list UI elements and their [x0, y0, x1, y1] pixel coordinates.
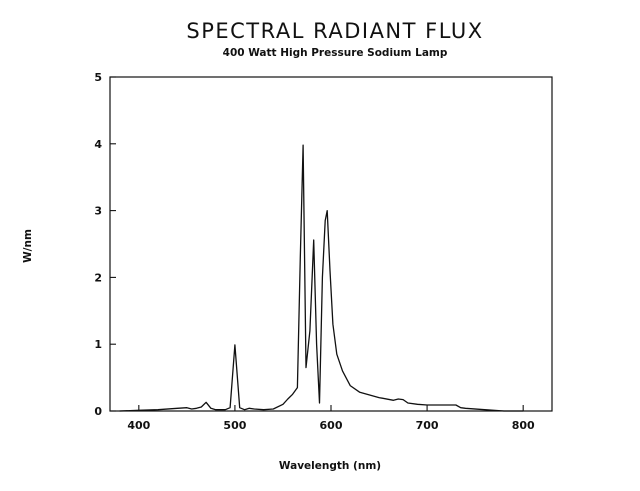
x-axis: 400 500 600 700 800 — [127, 405, 535, 432]
x-tick-label: 500 — [223, 419, 246, 432]
x-tick-label: 700 — [416, 419, 439, 432]
chart-subtitle: 400 Watt High Pressure Sodium Lamp — [222, 47, 448, 59]
y-tick-label: 1 — [94, 338, 102, 351]
y-tick-label: 0 — [94, 405, 102, 418]
x-tick-label: 400 — [127, 419, 150, 432]
chart-title: SPECTRAL RADIANT FLUX — [186, 19, 484, 43]
x-tick-label: 600 — [320, 419, 343, 432]
spectrum-line — [119, 144, 524, 412]
x-axis-title: Wavelength (nm) — [279, 460, 381, 472]
y-tick-label: 4 — [94, 138, 102, 151]
y-tick-label: 3 — [94, 205, 102, 218]
y-tick-label: 5 — [94, 71, 102, 84]
y-axis: 0 1 2 3 4 5 — [94, 71, 116, 418]
x-tick-label: 800 — [512, 419, 535, 432]
plot-frame — [109, 76, 553, 412]
y-tick-label: 2 — [94, 271, 102, 284]
y-axis-title: W/nm — [22, 229, 34, 263]
